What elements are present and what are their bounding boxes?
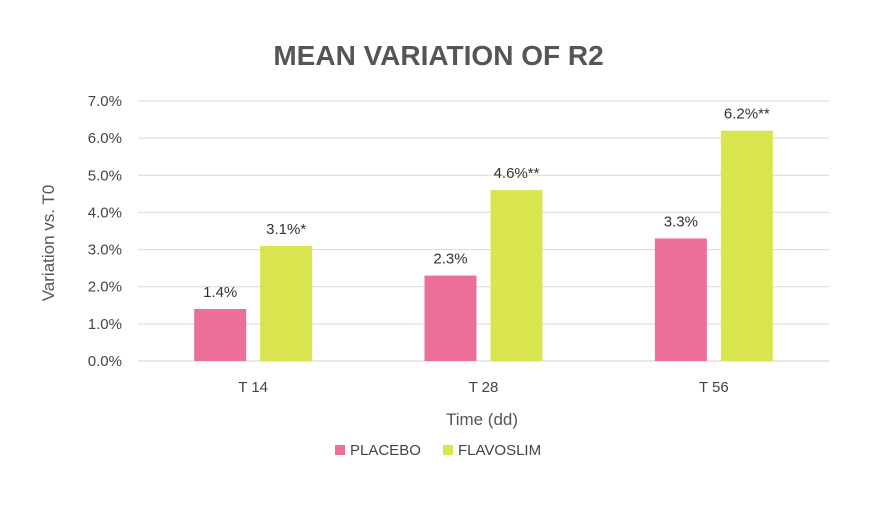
y-tick-label: 7.0% <box>88 93 122 110</box>
legend-label-placebo: PLACEBO <box>350 442 421 459</box>
x-axis-ticks: T 14 T 28 T 56 <box>238 379 728 396</box>
bar-flavoslim-t-56 <box>720 130 773 361</box>
y-tick-label: 4.0% <box>88 204 122 221</box>
x-axis-title: Time (dd) <box>446 410 518 429</box>
y-tick-label: 1.0% <box>88 316 122 333</box>
y-tick-label: 2.0% <box>88 279 122 296</box>
y-tick-label: 3.0% <box>88 242 122 259</box>
y-tick-label: 0.0% <box>88 353 122 370</box>
data-labels: 1.4% 3.1%* 2.3% 4.6%** 3.3% 6.2%** <box>203 106 770 301</box>
x-tick-label: T 56 <box>699 379 729 396</box>
legend: PLACEBO FLAVOSLIM <box>335 442 541 459</box>
data-label: 3.1%* <box>266 221 306 238</box>
y-axis-ticks: 0.0% 1.0% 2.0% 3.0% 4.0% 5.0% 6.0% 7.0% <box>88 93 122 370</box>
bar-placebo-t-28 <box>424 275 477 361</box>
y-axis-title: Variation vs. T0 <box>39 185 58 302</box>
y-tick-label: 5.0% <box>88 167 122 184</box>
data-label: 4.6%** <box>494 165 540 182</box>
bar-flavoslim-t-14 <box>260 245 313 361</box>
data-label: 3.3% <box>664 213 698 230</box>
bar-flavoslim-t-28 <box>490 190 543 361</box>
x-tick-label: T 28 <box>469 379 499 396</box>
data-label: 1.4% <box>203 284 237 301</box>
legend-label-flavoslim: FLAVOSLIM <box>458 442 541 459</box>
bar-placebo-t-14 <box>194 309 247 361</box>
data-label: 6.2%** <box>724 106 770 123</box>
data-label: 2.3% <box>433 251 467 268</box>
legend-swatch-placebo <box>335 445 345 455</box>
chart-title: MEAN VARIATION OF R2 <box>273 40 603 71</box>
x-tick-label: T 14 <box>238 379 268 396</box>
bar-placebo-t-56 <box>654 238 707 361</box>
y-tick-label: 6.0% <box>88 130 122 147</box>
legend-swatch-flavoslim <box>443 445 453 455</box>
bars <box>194 130 773 361</box>
grid-lines <box>138 100 829 362</box>
